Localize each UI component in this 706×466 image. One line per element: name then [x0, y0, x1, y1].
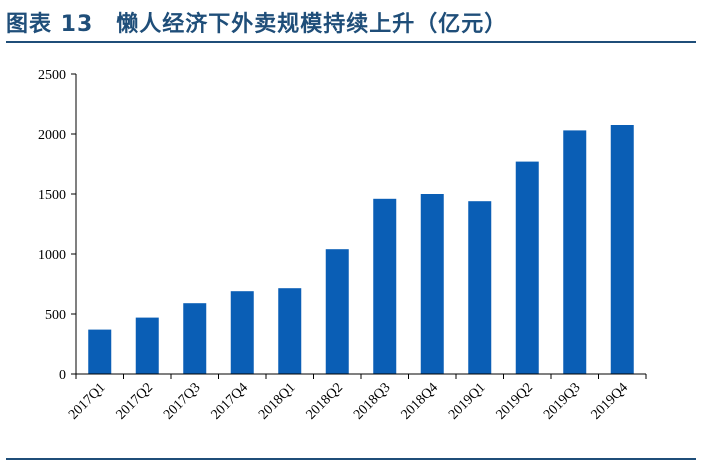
figure-title: 图表 13 懒人经济下外卖规模持续上升（亿元）: [6, 12, 508, 37]
x-tick-label: 2019Q2: [494, 380, 537, 423]
bar-2018Q1: [278, 288, 302, 374]
bar-2017Q1: [88, 329, 112, 374]
y-axis: 0 500 1000 1500 2000 2500: [38, 68, 77, 383]
x-tick-label: 2017Q3: [161, 380, 204, 423]
bottom-divider: [6, 458, 696, 460]
y-tick-label: 0: [59, 368, 66, 383]
y-tick-label: 1000: [38, 248, 66, 263]
x-tick-label: 2018Q4: [399, 380, 442, 423]
y-tick-label: 2500: [38, 68, 66, 83]
bar-2019Q2: [515, 161, 539, 374]
bar-2017Q3: [183, 303, 207, 374]
x-tick-label: 2017Q1: [66, 380, 109, 423]
bar-2017Q2: [135, 317, 159, 374]
y-tick-label: 1500: [38, 188, 66, 203]
y-tick-label: 500: [45, 308, 66, 323]
bar-2018Q4: [420, 194, 444, 374]
x-tick-label: 2019Q3: [541, 380, 584, 423]
bar-series: [88, 125, 634, 374]
x-tick-label: 2019Q4: [589, 380, 632, 423]
x-tick-label: 2019Q1: [446, 380, 489, 423]
x-tick-label: 2018Q3: [351, 380, 394, 423]
bar-2017Q4: [230, 291, 254, 374]
x-tick-label: 2017Q2: [114, 380, 157, 423]
bar-2019Q3: [563, 130, 587, 374]
x-tick-label: 2018Q1: [256, 380, 299, 423]
bar-2019Q4: [610, 125, 634, 374]
y-tick-label: 2000: [38, 128, 66, 143]
x-tick-label: 2017Q4: [209, 380, 252, 423]
x-tick-label: 2018Q2: [304, 380, 347, 423]
figure-title-bar: 图表 13 懒人经济下外卖规模持续上升（亿元）: [6, 2, 696, 42]
bar-2019Q1: [468, 201, 492, 374]
bar-2018Q3: [373, 198, 397, 374]
x-axis: 2017Q1 2017Q2 2017Q3 2017Q4 2018Q1 2018Q2 2018…: [66, 373, 647, 423]
bar-2018Q2: [325, 249, 349, 374]
title-divider: [6, 41, 696, 43]
